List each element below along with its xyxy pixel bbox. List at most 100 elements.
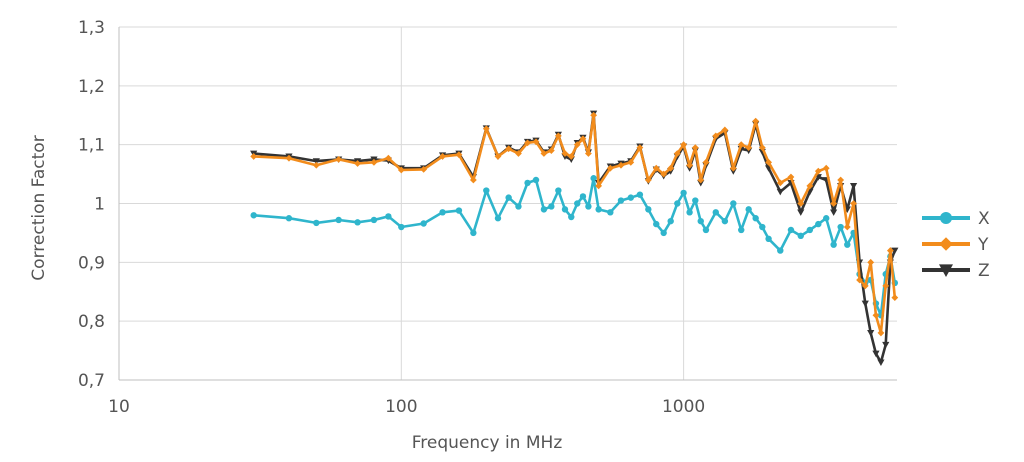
- x-axis-title: Frequency in MHz: [412, 433, 563, 453]
- data-point: [285, 154, 293, 162]
- data-point: [797, 232, 804, 240]
- data-point: [830, 241, 837, 248]
- data-point: [882, 282, 890, 290]
- data-point: [721, 126, 729, 134]
- data-point: [595, 206, 602, 213]
- data-point: [861, 282, 869, 290]
- y-tick-label: 1,1: [78, 136, 105, 156]
- data-point: [861, 300, 869, 308]
- data-point: [524, 139, 531, 147]
- data-point: [335, 155, 343, 163]
- data-point: [691, 144, 699, 152]
- data-point: [697, 217, 704, 225]
- data-point: [730, 200, 737, 207]
- data-point: [439, 153, 446, 160]
- data-point: [686, 161, 693, 169]
- data-point: [540, 150, 548, 157]
- data-point: [470, 229, 477, 237]
- data-point: [697, 176, 705, 184]
- data-point: [568, 213, 575, 221]
- data-point: [585, 203, 592, 210]
- data-point: [758, 144, 766, 152]
- data-point: [886, 247, 894, 254]
- data-point: [455, 207, 463, 214]
- data-point: [850, 200, 857, 207]
- data-point: [752, 117, 760, 125]
- data-point: [313, 219, 320, 227]
- data-point: [752, 215, 759, 222]
- data-point: [837, 223, 844, 231]
- data-point: [285, 215, 293, 222]
- data-point: [867, 330, 875, 337]
- data-point: [891, 247, 899, 255]
- data-point: [680, 141, 688, 149]
- data-point: [797, 200, 805, 207]
- data-point: [595, 182, 603, 190]
- legend: XYZ: [922, 209, 990, 281]
- y-tick-label: 1: [94, 195, 105, 215]
- data-point: [547, 147, 555, 154]
- data-point: [882, 341, 890, 349]
- data-point: [483, 187, 490, 194]
- data-point: [439, 209, 446, 216]
- data-point: [745, 206, 752, 213]
- data-point: [738, 226, 745, 234]
- data-point: [627, 194, 634, 201]
- data-point: [590, 175, 597, 182]
- data-point: [797, 209, 805, 216]
- data-point: [335, 216, 342, 224]
- data-point: [579, 193, 587, 200]
- data-point: [667, 164, 675, 172]
- data-point: [686, 209, 693, 216]
- data-point: [548, 203, 555, 210]
- data-point: [455, 151, 463, 159]
- data-point: [759, 223, 766, 231]
- data-point: [737, 141, 745, 149]
- data-point: [806, 182, 814, 190]
- data-point: [482, 125, 490, 133]
- data-point: [515, 203, 522, 210]
- x-tick-label: 100: [385, 397, 417, 417]
- data-point: [849, 182, 858, 190]
- legend-label: Z: [978, 261, 990, 281]
- data-point: [250, 153, 258, 160]
- legend-label: X: [978, 209, 990, 229]
- data-point: [494, 153, 502, 160]
- data-point: [830, 209, 838, 216]
- data-point: [667, 217, 674, 225]
- data-point: [843, 223, 851, 231]
- y-tick-label: 0,7: [78, 371, 105, 391]
- data-point: [312, 161, 320, 169]
- data-point: [814, 167, 822, 175]
- data-point: [673, 150, 681, 157]
- data-point: [354, 160, 361, 167]
- data-point: [312, 158, 320, 165]
- data-point: [712, 132, 720, 140]
- data-point: [867, 258, 875, 266]
- data-point: [652, 164, 660, 172]
- series-y-line: [253, 114, 897, 335]
- data-point: [385, 213, 392, 220]
- data-point: [692, 197, 699, 204]
- data-point: [524, 179, 531, 187]
- series-y: [250, 111, 899, 337]
- data-point: [532, 138, 540, 146]
- legend-item-y: Y: [922, 235, 989, 255]
- data-point: [540, 206, 548, 213]
- data-point: [384, 154, 392, 162]
- data-point: [745, 144, 753, 152]
- data-point: [573, 141, 581, 149]
- data-point: [554, 132, 562, 140]
- data-point: [590, 111, 598, 119]
- y-axis-title: Correction Factor: [29, 135, 49, 280]
- data-point: [644, 176, 652, 184]
- data-point: [777, 247, 784, 254]
- data-point: [660, 170, 668, 178]
- data-point: [561, 206, 569, 213]
- legend-label: Y: [977, 235, 989, 255]
- series-x-line: [253, 176, 897, 317]
- data-point: [574, 200, 581, 207]
- data-point: [606, 164, 614, 172]
- series-x: [250, 175, 899, 319]
- data-point: [398, 223, 405, 231]
